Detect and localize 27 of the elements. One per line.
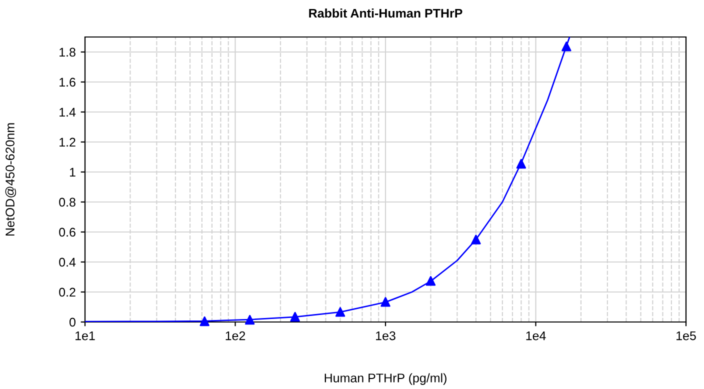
y-tick-label: 1.4 xyxy=(60,108,76,117)
point xyxy=(335,307,346,317)
x-tick-label: 1e1 xyxy=(76,331,95,340)
y-tick-label: 1.8 xyxy=(60,48,76,57)
point xyxy=(200,316,210,326)
point xyxy=(244,314,255,325)
y-tick-label: 1.2 xyxy=(60,138,76,147)
y-tick-label: 1.6 xyxy=(60,78,76,87)
y-tick-label: 0.4 xyxy=(59,258,76,267)
point xyxy=(516,158,526,169)
y-axis-title: NetOD@450-620nm xyxy=(5,123,16,236)
y-tick-label: 0 xyxy=(70,318,76,327)
y-tick-label: 1 xyxy=(70,168,76,177)
x-tick-label: 1e5 xyxy=(676,331,696,340)
x-tick-label: 1e2 xyxy=(226,331,246,340)
point xyxy=(380,297,390,307)
x-axis-title: Human PTHrP (pg/ml) xyxy=(324,373,446,385)
point xyxy=(426,276,436,286)
chart-title: Rabbit Anti-Human PTHrP xyxy=(309,8,462,18)
point xyxy=(562,42,572,52)
y-tick-label: 0.6 xyxy=(59,228,76,237)
point xyxy=(290,312,300,322)
x-tick-label: 1e4 xyxy=(526,331,546,340)
x-tick-label: 1e3 xyxy=(376,331,396,340)
y-tick-label: 0.8 xyxy=(59,198,76,207)
y-tick-label: 0.2 xyxy=(59,288,76,297)
point xyxy=(471,234,481,244)
